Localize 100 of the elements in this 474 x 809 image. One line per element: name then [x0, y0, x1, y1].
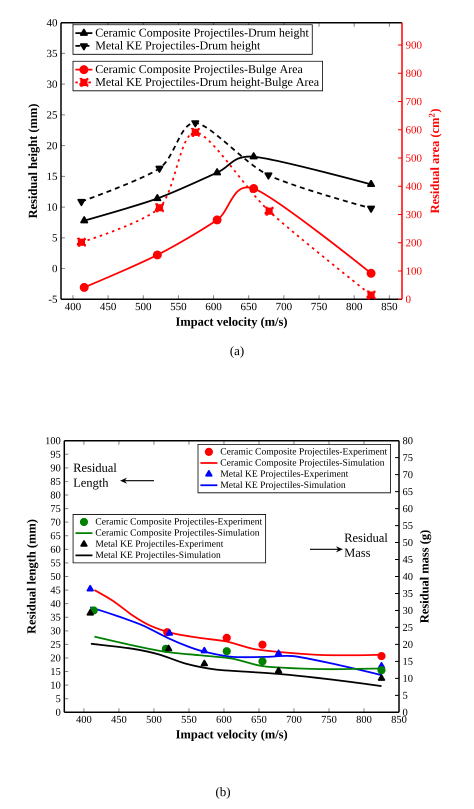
x-tick-label: 700 [276, 302, 292, 310]
y2-axis-title: Residual mass (g) [420, 530, 432, 623]
y-tick-label: 45 [50, 586, 60, 594]
y-tick-label: 0 [52, 264, 58, 272]
y-tick-label: 75 [51, 505, 60, 512]
y-tick-label: 25 [50, 640, 60, 648]
y2-tick-label: 30 [403, 606, 413, 614]
annotation: Residual Length [74, 463, 117, 490]
y2-tick-label: 500 [406, 154, 422, 162]
x-tick-label: 700 [286, 716, 302, 723]
x-tick-label: 450 [111, 716, 126, 723]
y2-tick-label: 60 [402, 505, 413, 512]
y2-tick-label: 35 [403, 590, 413, 597]
y2-tick-label: 80 [402, 437, 413, 444]
legend-label: Ceramic Composite Projectiles-Drum height [96, 28, 309, 40]
legend-label: Metal KE Projectiles-Experiment [220, 470, 348, 479]
y-tick-label: 5 [56, 695, 60, 702]
x-tick-label: 500 [146, 716, 162, 723]
y2-tick-label: 45 [402, 556, 413, 564]
x-tick-label: 800 [356, 716, 372, 723]
legend-label: Metal KE Projectiles-Experiment [96, 540, 224, 549]
y2-tick-label: 20 [402, 640, 413, 648]
y-tick-label: 40 [50, 600, 60, 608]
legend-label: Ceramic Composite Projectiles-Experiment [96, 518, 262, 527]
y-tick-label: 10 [51, 682, 60, 689]
x-tick-label: 650 [252, 716, 266, 723]
y-tick-label: 20 [50, 654, 60, 662]
y2-tick-label: 400 [406, 182, 422, 190]
text: (a) [230, 346, 244, 358]
legend-label: Metal KE Projectiles-Drum height [96, 41, 260, 52]
legend-label: Metal KE Projectiles-Drum height-Bulge Area [96, 78, 319, 88]
legend-label: Ceramic Composite Projectiles-Simulation [220, 458, 384, 468]
x-axis-title: Impact velocity (m/s) [176, 317, 287, 328]
y-tick-label: 5 [52, 234, 58, 242]
y-tick-label: 85 [50, 478, 60, 485]
y2-tick-label: 55 [403, 522, 413, 530]
y-tick-label: 30 [50, 627, 60, 634]
legend-label: Metal KE Projectiles-Simulation [220, 481, 346, 490]
x-tick-label: 400 [64, 302, 81, 310]
y2-tick-label: 10 [403, 674, 413, 682]
y-tick-label: 35 [50, 614, 60, 621]
y-tick-label: 20 [47, 142, 58, 150]
legend-label: Ceramic Composite Projectiles-Bulge Area [96, 64, 303, 76]
y2-tick-label: 0 [406, 296, 411, 303]
y-tick-label: 70 [51, 518, 60, 526]
x-tick-label: 650 [240, 302, 257, 310]
y2-tick-label: 200 [406, 239, 422, 246]
x-tick-label: 850 [392, 716, 406, 723]
y-tick-label: 25 [47, 111, 58, 119]
y-tick-label: 40 [46, 19, 58, 26]
x-tick-label: 550 [182, 716, 196, 723]
text: (b) [216, 787, 230, 799]
y2-tick-label: 0 [402, 708, 408, 716]
y-tick-label: 65 [50, 532, 60, 540]
x-tick-label: 500 [136, 302, 152, 310]
y-axis-title: Residual height (mm) [28, 104, 40, 218]
y2-tick-label: 600 [406, 126, 422, 134]
x-tick-label: 450 [100, 302, 116, 310]
y2-tick-label: 900 [406, 41, 422, 49]
y-tick-label: 95 [50, 450, 60, 458]
y-tick-label: 10 [47, 203, 58, 211]
y-tick-label: 55 [50, 559, 60, 566]
y2-tick-label: 300 [406, 210, 422, 218]
y2-tick-label: 700 [406, 98, 422, 106]
y2-tick-label: 75 [403, 454, 413, 462]
x-tick-label: 750 [312, 302, 327, 310]
y-tick-label: 60 [50, 546, 60, 553]
y-tick-label: 15 [51, 668, 60, 676]
y-tick-label: 90 [50, 464, 60, 472]
y2-tick-label: 65 [402, 488, 413, 496]
y-tick-label: 80 [50, 491, 60, 499]
y-tick-label: 35 [47, 50, 58, 58]
y-tick-label: 15 [47, 172, 58, 180]
y-tick-label: -5 [48, 296, 58, 303]
x-tick-label: 750 [322, 716, 336, 723]
y2-tick-label: 100 [406, 267, 422, 275]
y2-tick-label: 5 [403, 692, 408, 699]
legend-label: Metal KE Projectiles-Simulation [96, 551, 221, 560]
y-axis-title: Residual length (mm) [26, 520, 38, 634]
y-tick-label: 50 [50, 572, 60, 580]
x-tick-label: 600 [216, 716, 232, 723]
x-axis-title: Impact velocity (m/s) [176, 730, 288, 742]
y-tick-label: 0 [56, 708, 60, 716]
x-tick-label: 550 [170, 302, 186, 310]
annotation: Residual Mass [344, 533, 388, 557]
y2-axis-title: Residual area (cm$^{2}$) [428, 109, 442, 214]
legend-label: Ceramic Composite Projectiles-Experiment [220, 448, 388, 457]
y2-tick-label: 50 [403, 539, 413, 546]
y2-tick-label: 25 [402, 624, 413, 631]
y-tick-label: 100 [46, 437, 60, 444]
x-tick-label: 850 [382, 302, 398, 310]
legend-label: Ceramic Composite Projectiles-Simulation [96, 529, 260, 538]
y-tick-label: 30 [47, 80, 58, 88]
x-tick-label: 400 [76, 716, 92, 723]
x-tick-label: 800 [346, 302, 362, 310]
y2-tick-label: 70 [403, 471, 413, 478]
x-tick-label: 600 [206, 302, 222, 310]
y2-tick-label: 40 [402, 572, 413, 580]
y2-tick-label: 15 [403, 658, 413, 665]
y2-tick-label: 800 [406, 70, 422, 77]
